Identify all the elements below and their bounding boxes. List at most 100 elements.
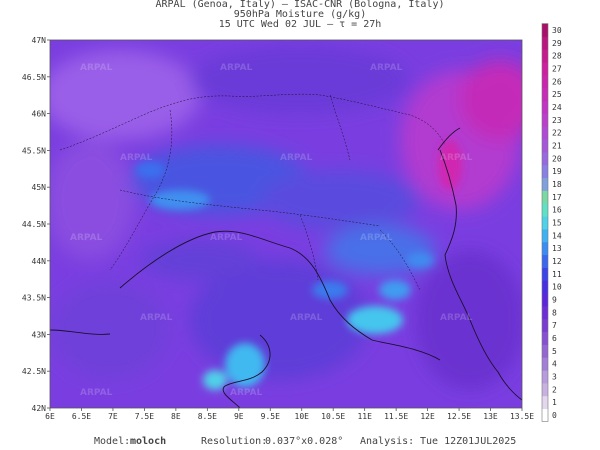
- colorbar-swatch: [542, 305, 548, 320]
- lon-tick-label: 12.5E: [447, 412, 471, 421]
- colorbar-label: 21: [552, 142, 562, 151]
- lon-tick-label: 8.5E: [198, 412, 217, 421]
- lat-tick-label: 45N: [32, 183, 47, 192]
- colorbar-label: 2: [552, 385, 557, 394]
- colorbar-swatch: [542, 100, 548, 114]
- colorbar-label: 23: [552, 116, 562, 125]
- lon-tick-label: 9E: [234, 412, 244, 421]
- colorbar-swatch: [542, 267, 548, 281]
- colorbar-label: 5: [552, 347, 557, 356]
- analysis-label: Analysis:: [360, 436, 415, 447]
- lon-tick-label: 9.5E: [261, 412, 280, 421]
- moisture-field: [50, 40, 522, 408]
- colorbar-swatch: [542, 254, 548, 268]
- resolution-label: Resolution:: [201, 436, 268, 447]
- lon-tick-label: 13E: [483, 412, 498, 421]
- colorbar-label: 26: [552, 77, 562, 86]
- lon-tick-label: 7E: [108, 412, 118, 421]
- colorbar-label: 14: [552, 231, 562, 240]
- colorbar-label: 6: [552, 334, 557, 343]
- colorbar-swatch: [542, 344, 548, 358]
- colorbar-label: 19: [552, 167, 562, 176]
- header-valid-time: 15 UTC Wed 02 JUL – τ = 27h: [218, 19, 382, 30]
- header-institutions: ARPAL (Genoa, Italy) – ISAC-CNR (Bologna…: [155, 0, 445, 10]
- colorbar-label: 12: [552, 257, 562, 266]
- colorbar-swatch: [542, 216, 548, 230]
- colorbar-swatch: [542, 203, 548, 217]
- watermark-text: ARPAL: [80, 63, 113, 73]
- colorbar-label: 1: [552, 398, 557, 407]
- lat-tick-label: 44N: [32, 257, 47, 266]
- colorbar-swatch: [542, 190, 548, 204]
- colorbar-swatch: [542, 113, 548, 127]
- watermark-text: ARPAL: [140, 313, 173, 323]
- colorbar-swatch: [542, 74, 548, 89]
- lat-tick-label: 43.5N: [22, 294, 46, 303]
- watermark-text: ARPAL: [290, 313, 323, 323]
- colorbar-swatch: [542, 177, 548, 191]
- lon-tick-label: 6.5E: [72, 412, 91, 421]
- colorbar-swatch: [542, 87, 548, 102]
- colorbar-label: 10: [552, 283, 562, 292]
- colorbar-label: 22: [552, 129, 562, 138]
- colorbar-label: 8: [552, 308, 557, 317]
- colorbar-swatch: [542, 382, 548, 397]
- watermark-text: ARPAL: [70, 233, 103, 243]
- lon-tick-label: 10.5E: [321, 412, 345, 421]
- watermark-text: ARPAL: [210, 233, 243, 243]
- colorbar-swatch: [542, 331, 548, 345]
- colorbar-label: 24: [552, 103, 562, 112]
- model-label: Model:: [94, 436, 131, 447]
- colorbar-swatch: [542, 164, 548, 179]
- lat-tick-label: 46N: [32, 110, 47, 119]
- colorbar-frame: [541, 23, 549, 422]
- colorbar-swatch: [542, 395, 548, 410]
- analysis-value: Tue 12Z01JUL2025: [420, 436, 517, 447]
- lon-tick-label: 8E: [171, 412, 181, 421]
- colorbar-swatch: [542, 139, 548, 153]
- colorbar-label: 28: [552, 52, 562, 61]
- colorbar-label: 18: [552, 180, 562, 189]
- watermark-text: ARPAL: [370, 63, 403, 73]
- header-variable: 950hPa Moisture (g/kg): [233, 9, 367, 20]
- lat-tick-label: 44.5N: [22, 220, 46, 229]
- colorbar-swatch: [542, 293, 548, 307]
- colorbar-label: 27: [552, 65, 562, 74]
- resolution-value: 0.037°x0.028°: [265, 436, 344, 447]
- lat-tick-label: 46.5N: [22, 73, 46, 82]
- colorbar-swatch: [542, 126, 548, 140]
- colorbar-swatch: [542, 36, 548, 50]
- watermark-text: ARPAL: [440, 153, 473, 163]
- colorbar-label: 29: [552, 39, 562, 48]
- lon-tick-label: 6E: [45, 412, 55, 421]
- colorbar-swatch: [542, 318, 548, 333]
- colorbar-label: 16: [552, 206, 562, 215]
- model-value: moloch: [130, 436, 167, 447]
- colorbar-swatch: [542, 241, 548, 256]
- colorbar-label: 9: [552, 296, 557, 305]
- colorbar-label: 3: [552, 373, 557, 382]
- colorbar-label: 25: [552, 90, 562, 99]
- lat-tick-label: 42.5N: [22, 367, 46, 376]
- colorbar-swatch: [542, 49, 548, 63]
- watermarks: ARPAL ARPAL ARPAL ARPAL ARPAL ARPAL ARPAL ARPAL…: [70, 63, 473, 398]
- colorbar-swatch: [542, 408, 548, 422]
- coastlines: [50, 127, 522, 408]
- borders: [59, 93, 446, 291]
- colorbar-label: 11: [552, 270, 562, 279]
- colorbar-label: 7: [552, 321, 557, 330]
- lon-tick-label: 12E: [420, 412, 435, 421]
- colorbar-swatch: [542, 357, 548, 371]
- watermark-text: ARPAL: [280, 153, 313, 163]
- watermark-text: ARPAL: [120, 153, 153, 163]
- colorbar-label: 20: [552, 154, 562, 163]
- colorbar-swatch: [542, 228, 548, 243]
- latitude-axis: 47N 46.5N 46N 45.5N 45N 44.5N 44N 43.5N 43N 42.5N…: [22, 36, 50, 413]
- lon-tick-label: 7.5E: [135, 412, 154, 421]
- lon-tick-label: 11.5E: [384, 412, 408, 421]
- colorbar-label: 17: [552, 193, 562, 202]
- chart-header: ARPAL (Genoa, Italy) – ISAC-CNR (Bologna…: [0, 0, 600, 30]
- lon-tick-label: 11E: [357, 412, 372, 421]
- colorbar-swatch: [542, 280, 548, 294]
